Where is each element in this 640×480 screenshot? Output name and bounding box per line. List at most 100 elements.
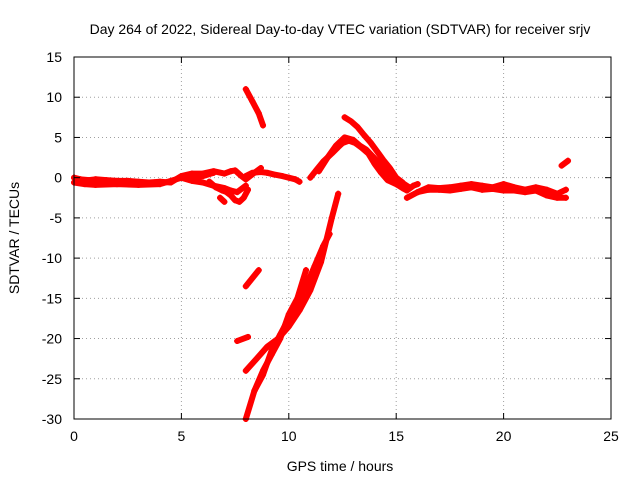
data-point xyxy=(251,387,258,394)
grid-x xyxy=(180,57,505,419)
series-line xyxy=(71,169,217,188)
series-line xyxy=(242,190,342,374)
data-point xyxy=(558,162,565,169)
data-point xyxy=(307,174,314,181)
data-point xyxy=(255,110,262,117)
data-point xyxy=(522,189,529,196)
data-point xyxy=(221,170,228,177)
data-point xyxy=(543,186,550,193)
x-tick-label: 25 xyxy=(603,428,619,444)
data-point xyxy=(384,177,391,184)
data-point xyxy=(253,355,260,362)
data-point xyxy=(199,179,206,186)
data-point xyxy=(436,186,443,193)
series-line xyxy=(242,86,266,129)
data-point xyxy=(268,351,275,358)
data-point xyxy=(500,181,507,188)
data-point xyxy=(249,169,256,176)
data-point xyxy=(244,333,251,340)
data-point xyxy=(446,187,453,194)
data-point xyxy=(350,136,357,143)
data-point xyxy=(232,197,239,204)
y-tick-label: 15 xyxy=(46,49,62,65)
data-point xyxy=(326,230,333,237)
chart-title: Day 264 of 2022, Sidereal Day-to-day VTE… xyxy=(90,21,591,37)
data-point xyxy=(403,194,410,201)
data-point xyxy=(511,187,518,194)
series-steep-climb-3 xyxy=(242,267,309,422)
data-point xyxy=(217,194,224,201)
series-descending-high xyxy=(242,86,267,129)
data-point xyxy=(363,146,370,153)
data-point xyxy=(341,134,348,141)
data-point xyxy=(113,181,120,188)
data-point xyxy=(242,86,249,93)
data-point xyxy=(249,98,256,105)
data-point xyxy=(260,367,267,374)
data-point xyxy=(399,179,406,186)
series-bump-to-peak xyxy=(242,169,303,185)
data-point xyxy=(360,132,367,139)
data-point xyxy=(221,198,228,205)
data-point xyxy=(264,343,271,350)
y-tick-label: -15 xyxy=(42,290,62,306)
data-point xyxy=(135,181,142,188)
series-lower-segment-b xyxy=(234,333,251,344)
data-point xyxy=(270,171,277,178)
data-point xyxy=(260,122,267,129)
data-point xyxy=(81,181,88,188)
data-point xyxy=(367,139,374,146)
series-line xyxy=(242,267,262,290)
data-point xyxy=(285,311,292,318)
data-point xyxy=(178,174,185,181)
x-tick-label: 20 xyxy=(496,428,512,444)
data-point xyxy=(554,194,561,201)
data-point xyxy=(380,165,387,172)
data-point xyxy=(236,198,243,205)
series-small-segment xyxy=(217,194,228,205)
data-point xyxy=(242,367,249,374)
data-point xyxy=(189,177,196,184)
x-axis-label: GPS time / hours xyxy=(287,458,394,474)
data-point xyxy=(380,156,387,163)
data-point xyxy=(311,263,318,270)
data-point xyxy=(386,165,393,172)
data-point xyxy=(335,190,342,197)
x-tick-label: 0 xyxy=(70,428,78,444)
data-point xyxy=(210,169,217,176)
data-point xyxy=(315,168,322,175)
y-tick-label: -30 xyxy=(42,411,62,427)
x-tick-label: 10 xyxy=(281,428,297,444)
plot-frame xyxy=(73,56,612,420)
data-point xyxy=(302,267,309,274)
data-point xyxy=(292,176,299,183)
series-layer xyxy=(71,86,572,422)
data-point xyxy=(242,182,249,189)
data-point xyxy=(296,307,303,314)
data-point xyxy=(264,169,271,176)
series-upper-arc xyxy=(341,114,406,186)
data-point xyxy=(371,155,378,162)
data-point xyxy=(234,337,241,344)
data-point xyxy=(221,185,228,192)
data-point xyxy=(341,114,348,121)
series-line xyxy=(341,114,406,186)
data-point xyxy=(457,185,464,192)
data-point xyxy=(307,287,314,294)
data-point xyxy=(565,157,572,164)
data-point xyxy=(242,283,249,290)
series-tail-segment xyxy=(558,157,572,169)
data-point xyxy=(500,187,507,194)
data-point xyxy=(393,174,400,181)
data-point xyxy=(156,181,163,188)
y-tick-label: -20 xyxy=(42,331,62,347)
data-point xyxy=(348,118,355,125)
y-axis-ticks: 15 10 5 0 -5 -10 -15 -20 -25 -30 xyxy=(42,49,611,427)
data-point xyxy=(406,184,413,191)
data-point xyxy=(324,154,331,161)
data-point xyxy=(320,243,327,250)
data-point xyxy=(285,174,292,181)
data-point xyxy=(240,194,247,201)
data-point xyxy=(255,267,262,274)
